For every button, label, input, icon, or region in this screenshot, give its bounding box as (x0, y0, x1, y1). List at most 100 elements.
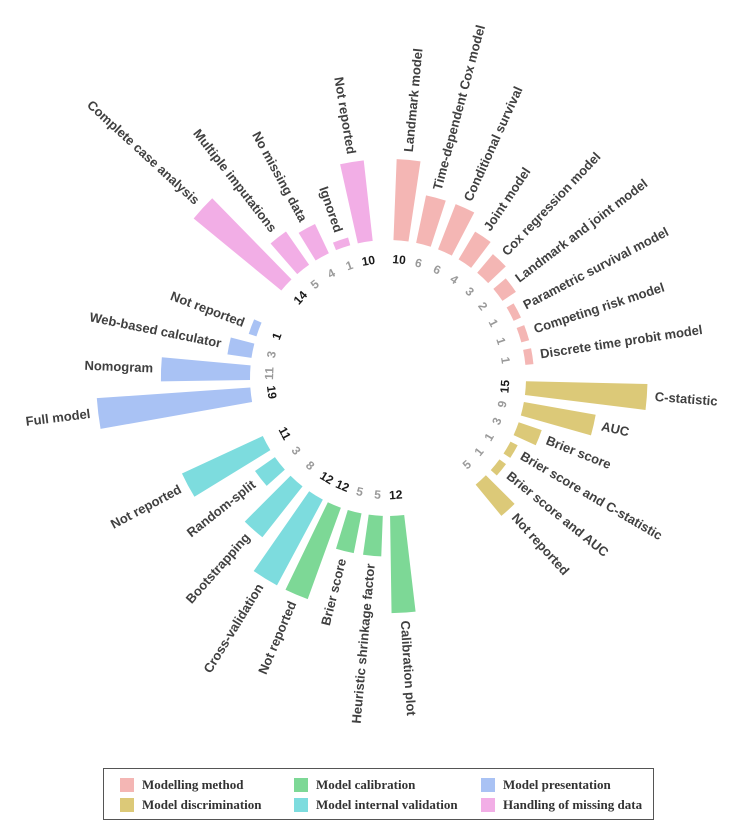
category-label: Bootstrapping (183, 530, 253, 606)
data-label: 5 (460, 457, 475, 472)
data-label: 5 (374, 487, 382, 502)
data-label: 4 (325, 266, 338, 282)
category-label: Not reported (108, 482, 184, 532)
bar (160, 357, 251, 382)
data-label: 5 (308, 277, 322, 292)
bar (520, 402, 596, 436)
bar (193, 198, 292, 291)
bar (181, 436, 271, 497)
category-label: Not reported (331, 76, 359, 155)
bar (393, 159, 421, 242)
legend-label: Model calibration (316, 777, 416, 792)
category-label: C-statistic (654, 389, 718, 409)
data-label: 4 (448, 272, 462, 288)
legend-label: Handling of missing data (503, 797, 643, 812)
data-label: 14 (291, 288, 311, 308)
bar (523, 348, 534, 365)
legend-label: Model presentation (503, 777, 611, 792)
category-label: Discrete time probit model (539, 322, 703, 361)
bar (335, 510, 362, 554)
bar (244, 475, 303, 538)
legend-item: Model discrimination (120, 797, 262, 813)
bar (458, 231, 491, 268)
bar (524, 381, 648, 410)
data-label: 1 (269, 330, 285, 341)
bar (363, 514, 383, 557)
data-label: 3 (288, 444, 303, 458)
data-label: 3 (264, 350, 279, 360)
data-label: 8 (303, 458, 318, 473)
data-label: 6 (431, 262, 443, 278)
category-label: Cox regression model (499, 149, 604, 259)
legend-label: Model discrimination (142, 797, 262, 812)
legend-swatch-handling-of-missing-data (481, 798, 495, 812)
bar (254, 457, 285, 486)
category-label: Full model (25, 406, 91, 429)
data-label: 2 (475, 299, 490, 313)
data-label: 1 (498, 356, 513, 365)
legend-item: Model internal validation (294, 797, 458, 813)
bar (493, 278, 516, 301)
category-label: Complete case analysis (84, 97, 202, 207)
category-label: Landmark model (401, 48, 426, 153)
legend-swatch-model-calibration (294, 778, 308, 792)
data-label: 9 (495, 399, 510, 409)
legend-item: Handling of missing data (481, 797, 642, 813)
data-label: 10 (361, 253, 377, 269)
data-label: 3 (462, 284, 477, 299)
legend-item: Model presentation (481, 777, 611, 793)
data-label: 1 (493, 336, 508, 347)
category-label: Cross-validation (200, 581, 266, 676)
data-label: 1 (486, 317, 502, 330)
bar (253, 491, 323, 586)
bar (503, 441, 518, 458)
bar (270, 231, 310, 275)
category-label: Calibration plot (398, 620, 419, 717)
bar (96, 387, 253, 429)
legend-label: Model internal validation (316, 797, 458, 812)
chart-legend: Modelling method Model calibration Model… (103, 768, 654, 820)
data-label: 12 (389, 487, 404, 502)
legend-label: Modelling method (142, 777, 244, 792)
bar (438, 204, 475, 256)
category-label: Not reported (168, 288, 246, 330)
data-label: 19 (264, 385, 280, 400)
data-label: 5 (355, 484, 365, 499)
bar (506, 303, 521, 321)
bar (516, 325, 530, 343)
data-label: 12 (334, 477, 352, 495)
data-label: 1 (344, 258, 355, 274)
bar (227, 337, 255, 358)
category-label: Web-based calculator (88, 309, 222, 350)
data-label: 6 (414, 256, 424, 271)
legend-swatch-model-discrimination (120, 798, 134, 812)
data-label: 11 (276, 424, 294, 442)
bar (248, 319, 262, 337)
bar (332, 237, 351, 251)
category-label: Heuristic shrinkage factor (349, 563, 378, 724)
data-label: 1 (481, 430, 497, 443)
bar (416, 195, 446, 247)
legend-item: Model calibration (294, 777, 415, 793)
category-label: Nomogram (84, 358, 153, 376)
data-label: 3 (489, 415, 505, 427)
legend-swatch-model-presentation (481, 778, 495, 792)
category-label: AUC (600, 419, 631, 440)
bar (298, 224, 329, 261)
data-label: 11 (262, 367, 276, 381)
legend-item: Modelling method (120, 777, 243, 793)
bar (340, 160, 373, 244)
legend-swatch-model-internal-validation (294, 798, 308, 812)
bar (285, 502, 341, 600)
bar (475, 475, 515, 516)
bar (513, 422, 542, 446)
data-label: 10 (392, 252, 407, 267)
bar (477, 254, 506, 284)
bar (390, 515, 416, 614)
data-label: 12 (317, 468, 336, 487)
legend-swatch-modelling-method (120, 778, 134, 792)
bar (490, 459, 507, 476)
category-label: Not reported (255, 599, 299, 677)
category-label: Ignored (316, 184, 346, 234)
